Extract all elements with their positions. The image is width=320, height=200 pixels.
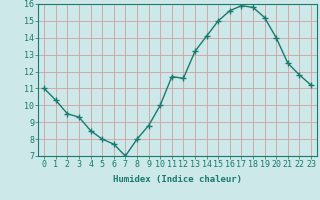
X-axis label: Humidex (Indice chaleur): Humidex (Indice chaleur) <box>113 175 242 184</box>
